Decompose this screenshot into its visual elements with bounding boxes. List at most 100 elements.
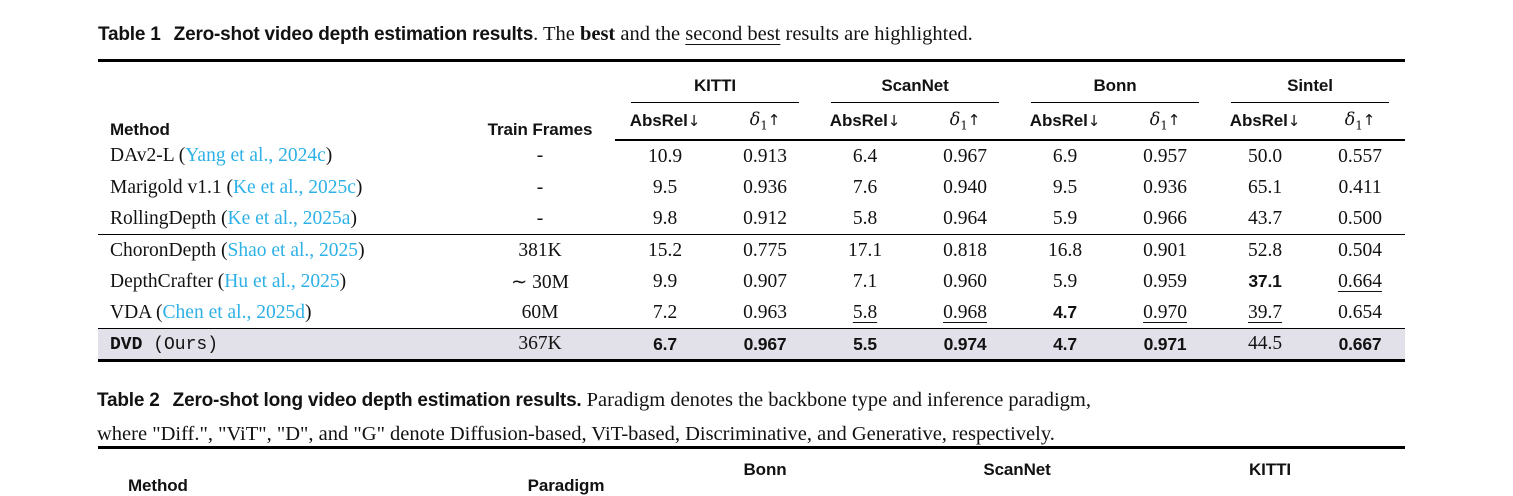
value-cell: 0.959 [1143,270,1187,292]
value-cell-second-best: 0.970 [1143,301,1187,323]
table-row-ours-highlighted: DVD (Ours) 367K 6.7 0.967 5.5 0.974 4.7 … [98,328,1406,362]
up-arrow-icon: ↑ [1362,110,1376,129]
value-cell: 5.9 [1052,207,1078,229]
results-table-1: Method Train Frames KITTI ScanNet Bonn S… [98,59,1406,362]
value-cell: 6.9 [1052,145,1078,167]
value-cell: 0.557 [1338,145,1382,167]
ours-method-name: DVD [110,335,143,355]
t2-col-header-method: Method [128,476,188,495]
value-cell: 0.963 [743,301,787,323]
table2-caption: Table 2 Zero-shot long video depth estima… [97,384,1413,452]
value-cell: 6.4 [852,145,878,167]
train-frames-cell: 60M [521,301,559,323]
table1-container: Method Train Frames KITTI ScanNet Bonn S… [98,59,1406,362]
t2-col-header-paradigm: Paradigm [527,476,605,495]
value-cell: 0.960 [943,270,987,292]
citation-link[interactable]: Ke et al., 2025c [232,176,356,198]
table-row: VDA (Chen et al., 2025d) 60M 7.2 0.963 5… [98,297,1405,329]
value-cell: 44.5 [1215,328,1316,362]
method-cell: ChoronDepth (Shao et al., 2025) [98,234,465,266]
value-cell: 0.957 [1143,145,1187,167]
down-arrow-icon: ↓ [887,112,901,130]
value-cell: 5.9 [1052,270,1078,292]
value-cell: 5.8 [852,207,878,229]
value-cell-best: 4.7 [1053,302,1077,322]
value-cell: 16.8 [1015,234,1116,266]
group-label-kitti: KITTI [694,76,736,95]
value-cell-best: 0.967 [715,328,815,362]
t2-group-header-kitti: KITTI [1249,460,1291,479]
value-cell: 0.500 [1338,207,1382,229]
train-frames-cell: 381K [465,234,615,266]
table-row: DAv2-L (Yang et al., 2024c) - 10.9 0.913… [98,140,1405,172]
group-header-sintel: Sintel [1215,59,1406,103]
value-cell: 43.7 [1247,207,1283,229]
value-cell: 9.5 [652,176,678,198]
train-frames-cell: - [536,207,544,229]
table-row: Marigold v1.1 (Ke et al., 2025c) - 9.5 0… [98,172,1405,203]
table1-caption-mid: and the [615,23,686,45]
metric-header-row: AbsRel↓ δ1↑ AbsRel↓ δ1↑ AbsRel↓ δ1↑ AbsR… [98,103,1406,141]
method-cell: Marigold v1.1 (Ke et al., 2025c) [110,176,363,198]
col-header-method: Method [98,59,465,140]
citation-link[interactable]: Ke et al., 2025a [227,207,351,229]
value-cell: 0.907 [743,270,787,292]
method-cell: DepthCrafter (Hu et al., 2025) [110,270,347,292]
method-cell: DVD (Ours) [98,328,465,362]
value-cell: 0.818 [915,234,1016,266]
value-cell: 9.9 [652,270,678,292]
value-cell-second-best: 5.8 [852,301,878,323]
value-cell: 0.967 [943,145,987,167]
group-header-scannet: ScanNet [815,59,1016,103]
up-arrow-icon: ↑ [1167,110,1181,129]
value-cell: 0.936 [743,176,787,198]
value-cell: 0.966 [1143,207,1187,229]
value-cell-best: 37.1 [1248,271,1282,291]
citation-link[interactable]: Shao et al., 2025 [227,239,359,261]
metric-header-absrel: AbsRel↓ [1015,103,1116,141]
group-header-kitti: KITTI [615,59,815,103]
metric-header-delta1: δ1↑ [715,103,815,141]
value-cell: 7.1 [852,270,878,292]
col-header-train-frames: Train Frames [465,59,615,140]
value-cell: 65.1 [1247,176,1283,198]
value-cell-second-best: 39.7 [1247,301,1283,323]
method-cell: DAv2-L (Yang et al., 2024c) [110,145,333,166]
citation-link[interactable]: Yang et al., 2024c [185,145,326,166]
value-cell: 7.2 [652,301,678,323]
table1-caption-best: best [579,23,616,45]
group-label-scannet: ScanNet [881,76,949,95]
citation-link[interactable]: Hu et al., 2025 [224,270,340,292]
value-cell: 17.1 [815,234,915,266]
value-cell-best: 0.971 [1115,328,1216,362]
table1-caption-label: Table 1 [98,24,161,45]
value-cell: 0.901 [1115,234,1216,266]
train-frames-cell: 367K [465,328,615,362]
value-cell: 0.912 [743,207,787,229]
table1-caption-text: . The [533,23,580,45]
metric-header-delta1: δ1↑ [1115,103,1216,141]
value-cell: 0.654 [1338,301,1382,323]
value-cell: 0.913 [743,145,787,167]
up-arrow-icon: ↑ [767,110,781,129]
metric-header-delta1: δ1↑ [915,103,1016,141]
value-cell: 0.411 [1338,176,1382,198]
value-cell: 52.8 [1215,234,1316,266]
metric-header-absrel: AbsRel↓ [1215,103,1316,141]
value-cell: 0.964 [943,207,987,229]
value-cell: 9.5 [1052,176,1078,198]
value-cell: 9.8 [652,207,678,229]
value-cell-best: 0.974 [915,328,1016,362]
metric-absrel-label: AbsRel [629,111,688,130]
value-cell-best: 6.7 [615,328,715,362]
value-cell: 50.0 [1247,145,1283,167]
citation-link[interactable]: Chen et al., 2025d [162,301,305,323]
table2-caption-title: Zero-shot long video depth estimation re… [172,390,582,411]
group-label-bonn: Bonn [1093,76,1137,95]
value-cell: 0.936 [1143,176,1187,198]
value-cell: 0.504 [1315,234,1406,266]
train-frames-cell: - [536,145,544,166]
t2-group-header-bonn: Bonn [743,460,787,479]
train-frames-cell: - [536,176,544,198]
method-cell: RollingDepth (Ke et al., 2025a) [110,207,357,229]
